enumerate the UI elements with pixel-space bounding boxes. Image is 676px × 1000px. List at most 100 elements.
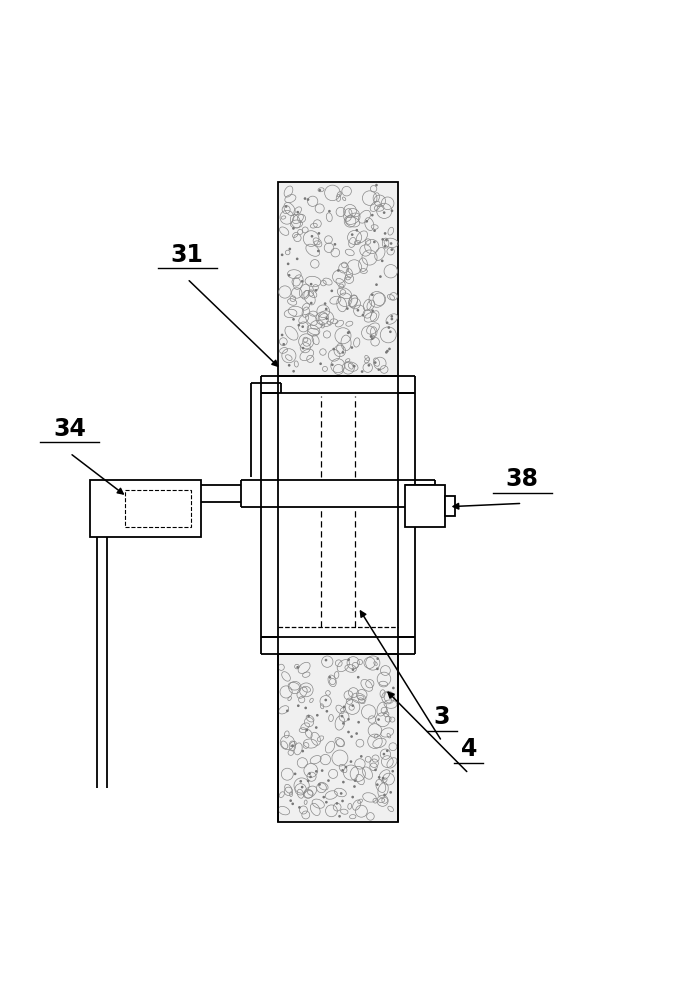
Circle shape [340, 792, 343, 795]
Text: 4: 4 [460, 737, 477, 761]
Circle shape [376, 667, 379, 670]
Circle shape [292, 370, 295, 373]
Circle shape [329, 676, 331, 679]
Circle shape [377, 657, 379, 660]
Circle shape [378, 776, 381, 779]
Circle shape [384, 232, 387, 235]
Circle shape [315, 289, 318, 292]
Circle shape [288, 364, 291, 367]
Circle shape [301, 786, 304, 788]
Circle shape [358, 721, 360, 724]
Circle shape [335, 802, 338, 805]
Circle shape [301, 750, 304, 752]
Circle shape [307, 198, 310, 201]
Circle shape [351, 346, 353, 349]
Bar [126, 490, 191, 527]
Circle shape [347, 331, 349, 334]
Circle shape [288, 274, 291, 277]
Circle shape [321, 769, 324, 772]
Text: 3: 3 [434, 705, 450, 729]
Bar [278, 654, 398, 822]
Circle shape [345, 766, 347, 768]
Circle shape [297, 704, 299, 707]
Circle shape [341, 715, 343, 717]
Circle shape [342, 722, 345, 725]
Circle shape [325, 308, 328, 310]
Circle shape [385, 239, 388, 241]
Circle shape [287, 263, 289, 265]
Text: 34: 34 [53, 417, 87, 441]
Circle shape [316, 714, 318, 717]
Circle shape [385, 351, 388, 354]
Circle shape [318, 189, 321, 192]
Circle shape [386, 321, 389, 324]
Text: 38: 38 [506, 467, 539, 491]
Circle shape [391, 209, 393, 212]
Circle shape [304, 197, 306, 200]
Circle shape [377, 368, 380, 371]
Circle shape [379, 275, 382, 278]
Circle shape [371, 337, 374, 340]
Circle shape [366, 220, 368, 223]
Circle shape [375, 184, 378, 186]
Circle shape [353, 785, 356, 788]
Circle shape [285, 205, 287, 208]
Circle shape [357, 676, 360, 679]
Circle shape [347, 731, 350, 733]
Circle shape [389, 791, 392, 794]
Bar [278, 182, 398, 376]
Circle shape [289, 799, 292, 802]
Circle shape [375, 769, 377, 771]
Bar [445, 496, 456, 516]
Circle shape [301, 280, 304, 283]
Bar [405, 485, 445, 527]
Circle shape [296, 258, 299, 260]
Circle shape [354, 779, 356, 782]
Circle shape [337, 269, 339, 272]
Circle shape [347, 331, 350, 334]
Circle shape [351, 233, 354, 236]
Circle shape [318, 232, 320, 235]
Circle shape [347, 718, 350, 721]
Circle shape [346, 307, 349, 310]
Circle shape [294, 773, 297, 775]
Circle shape [370, 335, 372, 338]
Circle shape [391, 248, 393, 251]
Circle shape [292, 227, 295, 230]
Circle shape [388, 348, 391, 350]
Circle shape [304, 707, 307, 709]
Circle shape [286, 709, 289, 712]
Circle shape [377, 718, 380, 721]
Circle shape [298, 806, 301, 809]
Circle shape [381, 238, 384, 241]
Text: 31: 31 [171, 243, 203, 267]
Circle shape [292, 318, 295, 321]
Circle shape [308, 772, 311, 775]
Circle shape [289, 248, 291, 250]
Circle shape [331, 290, 333, 292]
Circle shape [319, 362, 322, 365]
Circle shape [301, 325, 304, 328]
Circle shape [349, 760, 352, 763]
Circle shape [315, 770, 318, 773]
Circle shape [383, 794, 386, 796]
Circle shape [383, 211, 385, 214]
Circle shape [310, 302, 312, 304]
Circle shape [327, 779, 330, 782]
Circle shape [374, 361, 377, 364]
Circle shape [291, 744, 294, 747]
Circle shape [310, 283, 312, 286]
Circle shape [311, 235, 314, 238]
Circle shape [338, 815, 341, 818]
Circle shape [390, 242, 393, 245]
Circle shape [283, 343, 285, 346]
Circle shape [391, 315, 393, 318]
Circle shape [296, 211, 299, 214]
Circle shape [296, 666, 299, 669]
Circle shape [343, 706, 345, 708]
Circle shape [389, 330, 391, 333]
Circle shape [375, 283, 378, 286]
Circle shape [326, 710, 329, 713]
Circle shape [371, 309, 374, 312]
Circle shape [392, 687, 395, 689]
